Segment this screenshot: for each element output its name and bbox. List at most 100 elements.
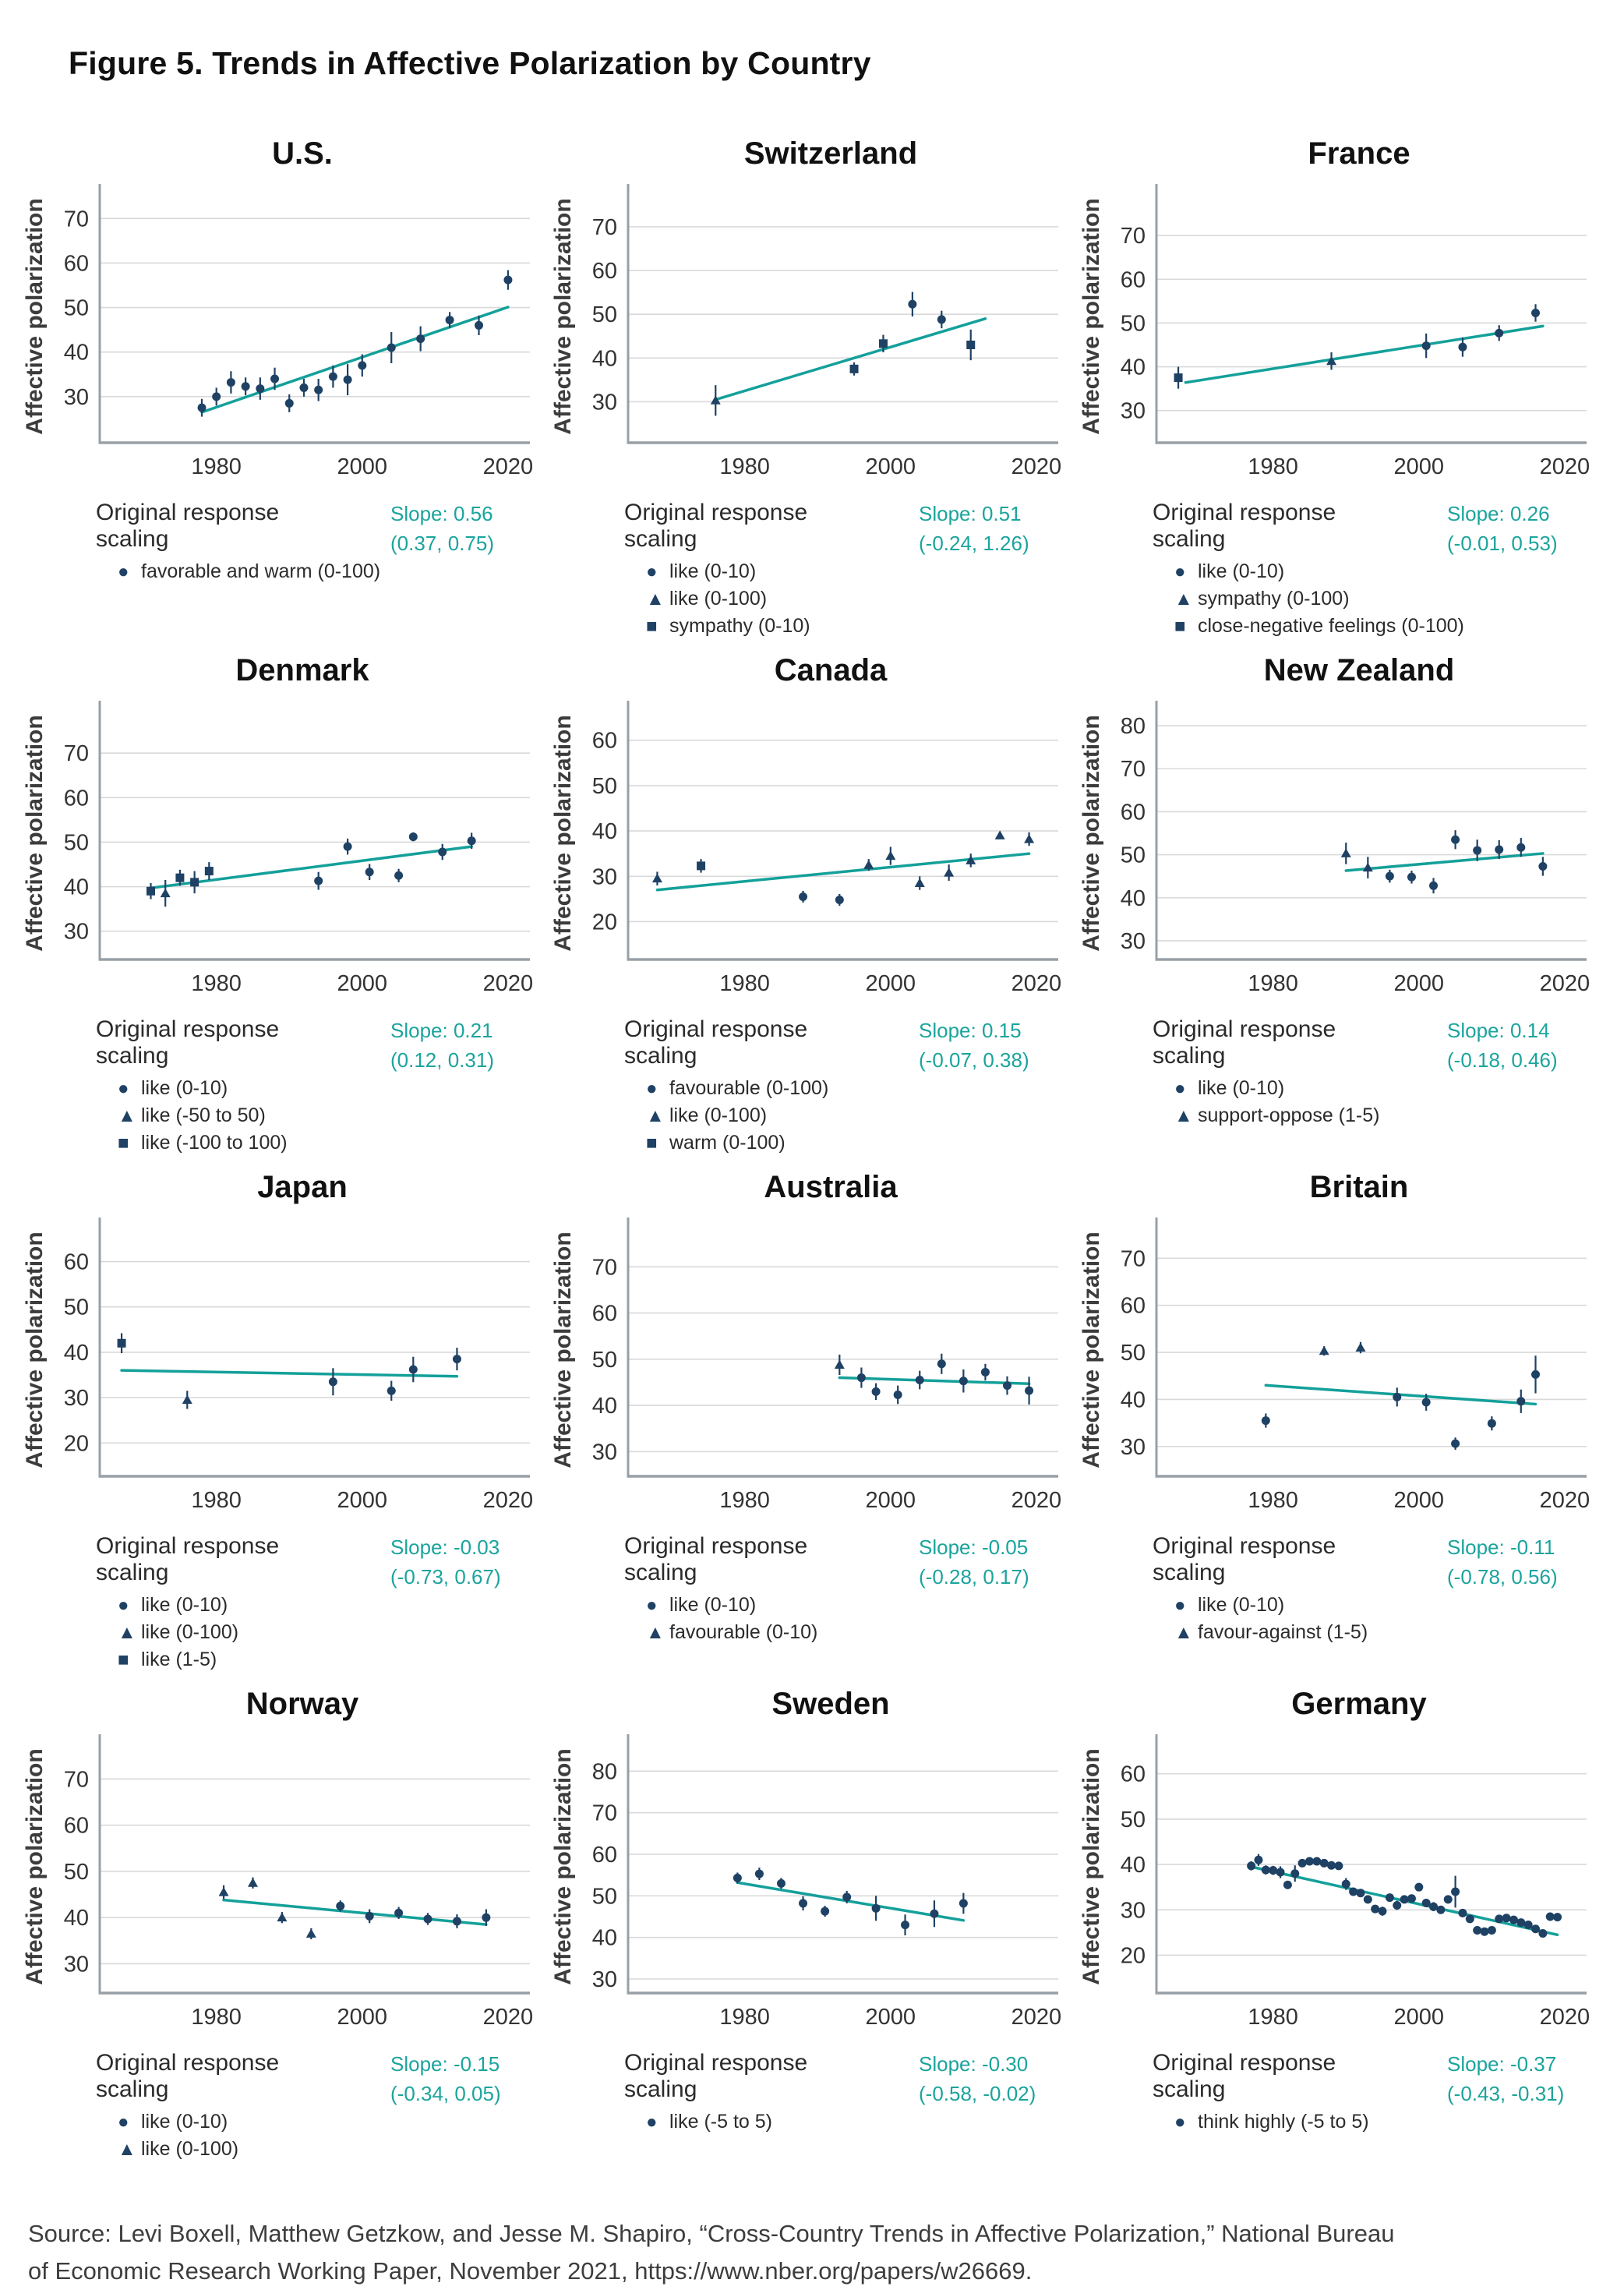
y-tick-label: 40 xyxy=(592,819,617,844)
circle-marker-icon: ● xyxy=(646,2112,658,2133)
y-axis-label: Affective polarization xyxy=(22,198,48,434)
legend-item: ▲ like (0-100) xyxy=(118,2138,353,2161)
data-point xyxy=(930,1909,939,1918)
legend-item: ▲ like (0-100) xyxy=(646,1104,881,1127)
slope-confidence-interval: (-0.01, 0.53) xyxy=(1447,531,1558,555)
legend-canada: Original response scaling ● favourable (0-… xyxy=(550,1016,1064,1159)
legend-items: ● like (0-10) ▲ like (0-100) ■ like (1-5) xyxy=(96,1594,353,1671)
data-point xyxy=(1502,1914,1511,1923)
legend-item: ▲ support-oppose (1-5) xyxy=(1174,1104,1410,1127)
chart-cell-switzerland: Switzerland Affective polarization 30 40 50 6… xyxy=(550,136,1064,642)
legend-item-label: like (0-100) xyxy=(669,1104,768,1126)
data-point xyxy=(1531,1924,1541,1934)
y-tick-label: 70 xyxy=(1121,1246,1146,1271)
data-point xyxy=(834,1359,845,1369)
data-point xyxy=(1414,1882,1424,1892)
data-point xyxy=(1516,1397,1526,1406)
legend-item-label: support-oppose (1-5) xyxy=(1198,1104,1380,1126)
data-point xyxy=(1334,1861,1343,1871)
slope-annotation: Slope: -0.30 (-0.58, -0.02) xyxy=(919,2050,1036,2108)
data-point xyxy=(247,1878,258,1887)
data-point xyxy=(1509,1915,1518,1924)
data-point xyxy=(328,1377,337,1387)
data-point xyxy=(959,1376,968,1386)
data-point xyxy=(1421,341,1431,351)
y-tick-label: 30 xyxy=(592,1967,617,1992)
legend-items: ● favourable (0-100) ▲ like (0-100) ■ warm (0… xyxy=(624,1077,881,1154)
y-tick-label: 60 xyxy=(1121,1762,1146,1787)
data-point xyxy=(1458,1908,1467,1917)
y-tick-label: 40 xyxy=(1121,1387,1146,1412)
legend-item-label: like (0-100) xyxy=(141,1621,239,1643)
chart-plot-france: Affective polarization 30 40 50 60 70 1980 2000… xyxy=(1079,184,1590,479)
legend-item-label: favourable (0-100) xyxy=(669,1077,829,1099)
data-point xyxy=(1340,848,1351,857)
data-point xyxy=(218,1887,229,1896)
legend-item-label: favour-against (1-5) xyxy=(1198,1621,1368,1643)
data-point xyxy=(842,1892,852,1902)
data-point xyxy=(1436,1905,1446,1914)
x-tick-label: 2000 xyxy=(1394,971,1445,996)
chart-plot-britain: Affective polarization 30 40 50 60 70 1980 2000… xyxy=(1079,1217,1590,1513)
chart-title-sweden: Sweden xyxy=(771,1687,890,1721)
y-tick-label: 50 xyxy=(1121,1808,1146,1832)
data-point xyxy=(1421,1899,1431,1908)
y-axis-label: Affective polarization xyxy=(1079,1232,1104,1468)
circle-marker-icon: ● xyxy=(118,1078,129,1099)
triangle-marker-icon: ▲ xyxy=(118,2139,136,2160)
data-point xyxy=(1400,1895,1409,1904)
legend-australia: Original response scaling ● like (0-10) ▲ fa… xyxy=(550,1533,1064,1649)
data-point xyxy=(914,878,925,887)
slope-confidence-interval: (-0.28, 0.17) xyxy=(919,1564,1029,1589)
data-point xyxy=(1451,1887,1460,1896)
y-tick-label: 70 xyxy=(64,741,89,766)
triangle-marker-icon: ▲ xyxy=(1174,1622,1193,1643)
data-point xyxy=(1319,1858,1329,1868)
data-point xyxy=(966,855,976,864)
x-tick-label: 2020 xyxy=(1011,454,1062,479)
slope-value: Slope: 0.56 xyxy=(390,502,493,525)
triangle-marker-icon: ▲ xyxy=(646,1105,665,1126)
x-tick-label: 2020 xyxy=(1540,1488,1590,1513)
data-point xyxy=(241,382,250,391)
legend-item-label: close-negative feelings (0-100) xyxy=(1198,615,1464,637)
trend-line xyxy=(736,1881,966,1922)
x-tick-label: 1980 xyxy=(1248,454,1298,479)
y-tick-label: 70 xyxy=(64,1767,89,1792)
legend-sweden: Original response scaling ● like (-5 to 5)… xyxy=(550,2050,1064,2138)
triangle-marker-icon: ▲ xyxy=(646,588,665,610)
data-point xyxy=(1269,1866,1278,1875)
y-tick-label: 50 xyxy=(1121,843,1146,868)
x-tick-label: 2020 xyxy=(483,2005,534,2030)
legend-items: ● think highly (-5 to 5) xyxy=(1153,2111,1410,2133)
data-point xyxy=(1174,373,1183,383)
triangle-marker-icon: ▲ xyxy=(118,1622,136,1643)
y-axis-label: Affective polarization xyxy=(1079,1748,1104,1984)
chart-title-britain: Britain xyxy=(1309,1170,1409,1204)
data-point xyxy=(754,1869,764,1878)
legend-item-label: like (0-10) xyxy=(669,560,757,582)
data-point xyxy=(1371,1904,1380,1914)
slope-annotation: Slope: -0.15 (-0.34, 0.05) xyxy=(390,2050,501,2108)
data-point xyxy=(915,1376,924,1385)
slope-value: Slope: 0.15 xyxy=(919,1019,1022,1042)
legend-item-label: like (-100 to 100) xyxy=(141,1132,288,1154)
slope-annotation: Slope: -0.05 (-0.28, 0.17) xyxy=(919,1533,1029,1592)
legend-header-label: Original response scaling xyxy=(1153,2050,1336,2102)
data-point xyxy=(270,374,280,383)
legend-switzerland: Original response scaling ● like (0-10) ▲ li… xyxy=(550,500,1064,642)
legend-item-label: like (-5 to 5) xyxy=(669,2111,772,2133)
data-point xyxy=(937,315,946,324)
legend-item: ● like (0-10) xyxy=(646,1594,881,1617)
x-tick-label: 2000 xyxy=(866,1488,916,1513)
circle-marker-icon: ● xyxy=(1174,2112,1186,2133)
y-tick-label: 50 xyxy=(64,830,89,855)
data-point xyxy=(937,1359,946,1369)
chart-cell-germany: Germany Affective polarization 20 30 40 50 60 1… xyxy=(1079,1687,1593,2165)
legend-item: ▲ favour-against (1-5) xyxy=(1174,1621,1410,1644)
legend-item-label: sympathy (0-100) xyxy=(1198,588,1350,610)
y-tick-label: 40 xyxy=(1121,1853,1146,1878)
legend-left-japan: Original response scaling ● like (0-10) ▲ li… xyxy=(96,1533,353,1676)
slope-value: Slope: 0.14 xyxy=(1447,1019,1550,1042)
y-tick-label: 70 xyxy=(1121,224,1146,249)
